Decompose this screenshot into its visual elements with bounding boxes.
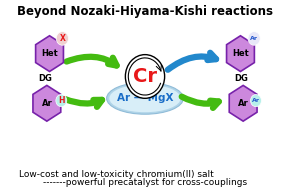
Text: Het: Het xyxy=(232,49,249,58)
Text: Ar: Ar xyxy=(250,36,258,41)
Ellipse shape xyxy=(107,82,183,114)
Polygon shape xyxy=(36,36,64,71)
Polygon shape xyxy=(33,85,61,121)
Circle shape xyxy=(56,32,68,45)
Text: Beyond Nozaki-Hiyama-Kishi reactions: Beyond Nozaki-Hiyama-Kishi reactions xyxy=(17,5,273,18)
Polygon shape xyxy=(226,36,254,71)
Text: DG: DG xyxy=(38,74,52,83)
Text: -------powerful precatalyst for cross-couplings: -------powerful precatalyst for cross-co… xyxy=(43,178,247,187)
Text: Het: Het xyxy=(41,49,58,58)
Text: Ar — MgX: Ar — MgX xyxy=(117,93,173,103)
Text: X: X xyxy=(59,34,65,43)
Text: Ar: Ar xyxy=(41,99,52,108)
Circle shape xyxy=(56,94,67,107)
Text: H: H xyxy=(58,96,65,105)
Text: Ar: Ar xyxy=(238,99,249,108)
Circle shape xyxy=(251,94,262,107)
Ellipse shape xyxy=(109,84,181,112)
Circle shape xyxy=(248,32,260,45)
Text: Low-cost and low-toxicity chromium(II) salt: Low-cost and low-toxicity chromium(II) s… xyxy=(19,170,214,179)
Polygon shape xyxy=(229,85,257,121)
Text: Ar: Ar xyxy=(252,98,260,103)
Text: Cr: Cr xyxy=(133,67,157,86)
Circle shape xyxy=(125,55,165,98)
Text: DG: DG xyxy=(234,74,248,83)
